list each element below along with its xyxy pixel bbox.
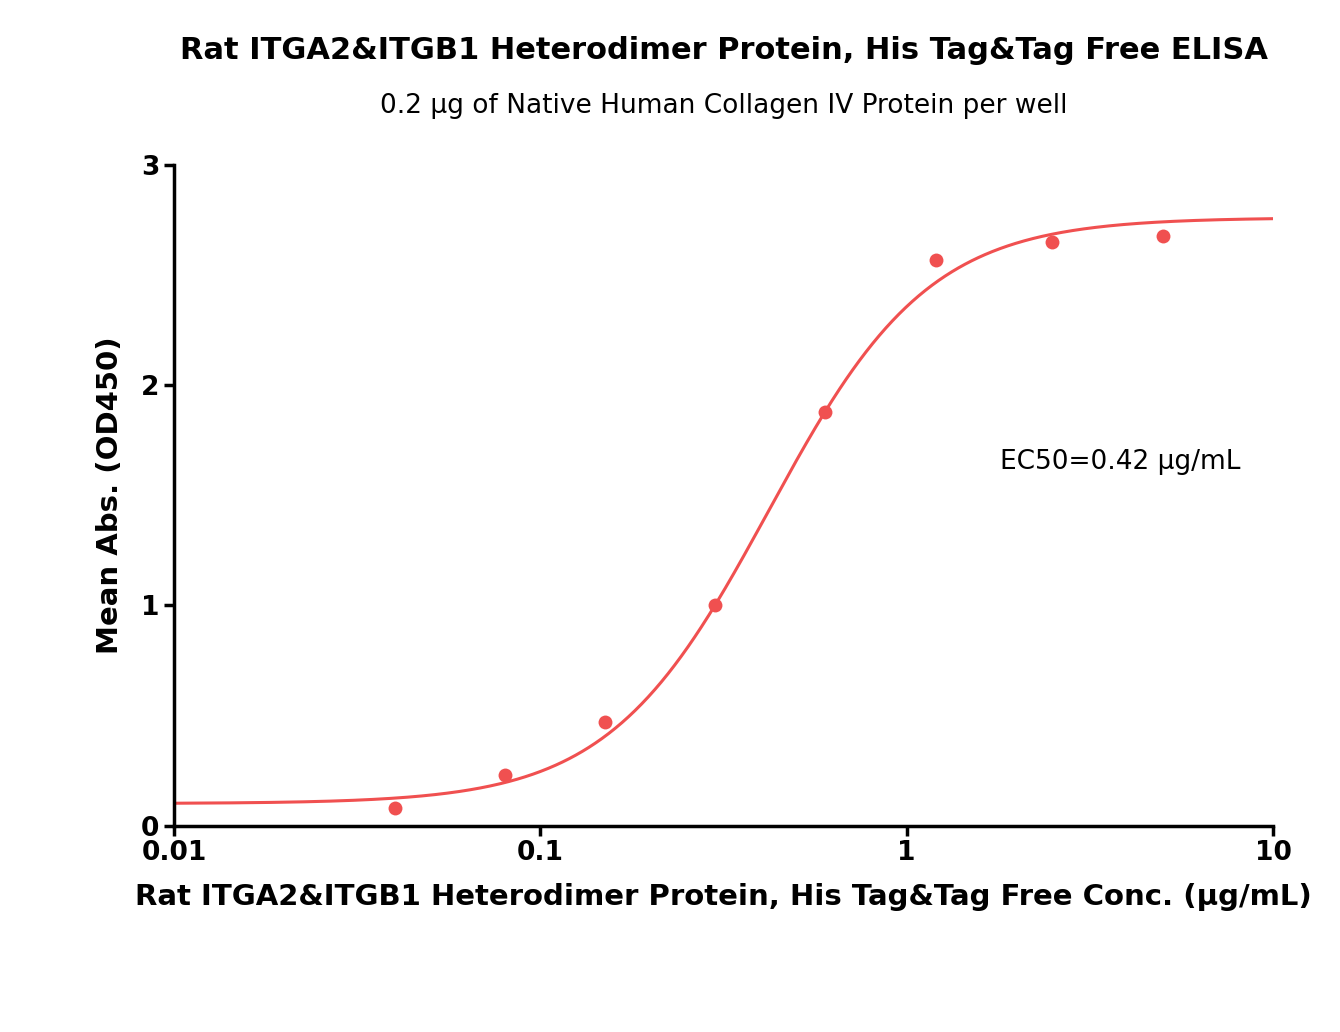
- Point: [385, 800, 406, 816]
- Point: [925, 252, 946, 268]
- Point: [1152, 227, 1174, 244]
- Point: [1041, 234, 1063, 251]
- Text: Rat ITGA2&ITGB1 Heterodimer Protein, His Tag&Tag Free ELISA: Rat ITGA2&ITGB1 Heterodimer Protein, His…: [180, 36, 1268, 65]
- Y-axis label: Mean Abs. (OD450): Mean Abs. (OD450): [96, 336, 125, 654]
- Point: [705, 598, 726, 614]
- Point: [815, 404, 836, 420]
- X-axis label: Rat ITGA2&ITGB1 Heterodimer Protein, His Tag&Tag Free Conc. (μg/mL): Rat ITGA2&ITGB1 Heterodimer Protein, His…: [135, 882, 1312, 911]
- Point: [594, 714, 615, 731]
- Text: EC50=0.42 μg/mL: EC50=0.42 μg/mL: [1000, 449, 1241, 476]
- Text: 0.2 μg of Native Human Collagen IV Protein per well: 0.2 μg of Native Human Collagen IV Prote…: [379, 93, 1068, 119]
- Point: [494, 767, 516, 783]
